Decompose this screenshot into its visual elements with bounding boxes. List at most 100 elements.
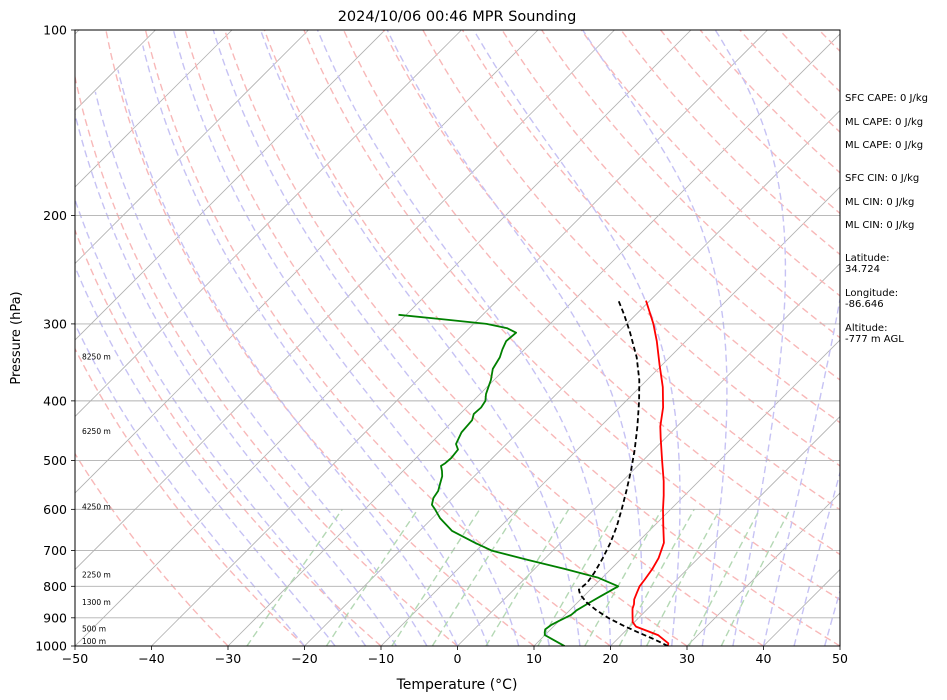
moist-adiabat-line: [172, 30, 520, 646]
dry-adiabat-line: [501, 30, 840, 381]
mixing-ratio-line: [688, 508, 761, 646]
dry-adiabat-line: [105, 30, 535, 646]
dry-adiabat-line: [75, 228, 382, 646]
moist-adiabat-line: [75, 112, 397, 646]
dry-adiabat-line: [75, 452, 229, 646]
dry-adiabat-line: [342, 30, 840, 556]
latitude-text: Latitude: 34.724: [845, 253, 890, 275]
isotherm-line: [75, 30, 386, 341]
moist-adiabat-line: [94, 91, 428, 646]
dry-adiabat-line: [461, 30, 840, 424]
moist-adiabat-line: [824, 588, 840, 646]
x-tick-label: 40: [756, 651, 772, 666]
dewpoint-line: [398, 313, 620, 646]
dry-adiabat-line: [75, 347, 305, 646]
x-tick-label: 10: [526, 651, 542, 666]
moist-adiabat-line: [386, 30, 643, 646]
dry-adiabat-line: [224, 30, 764, 646]
y-tick-label: 600: [43, 502, 67, 517]
moist-adiabat-line: [762, 295, 840, 646]
sfc-cin-text: SFC CIN: 0 J/kg: [845, 173, 920, 184]
dry-adiabat-line: [422, 30, 840, 467]
isotherm-line: [533, 339, 840, 646]
isotherm-line: [304, 109, 840, 646]
dry-adiabat-line: [144, 30, 611, 646]
height-label: 8250 m: [82, 352, 111, 361]
dry-adiabat-line: [75, 73, 458, 646]
dry-adiabat-line: [382, 30, 840, 511]
x-tick-label: −10: [368, 651, 394, 666]
height-labels: 100 m 500 m 1300 m 2250 m 4250 m 6250 m 8250 m: [82, 352, 111, 646]
x-axis-label: Temperature (°C): [396, 677, 518, 693]
isotherm-line: [0, 30, 3, 646]
y-tick-label: 1000: [35, 639, 67, 654]
height-label: 6250 m: [82, 427, 111, 436]
ml-cin-text: ML CIN: 0 J/kg: [845, 197, 915, 208]
mixing-ratio-line: [391, 508, 481, 646]
isotherm-line: [75, 30, 233, 188]
mixing-ratio-line: [485, 508, 570, 646]
y-tick-label: 900: [43, 610, 67, 625]
x-tick-label: 30: [679, 651, 695, 666]
isotherm-line: [610, 415, 840, 646]
height-label: 4250 m: [82, 503, 111, 512]
isotherm-line: [380, 186, 840, 646]
height-label: 2250 m: [82, 571, 111, 580]
parcel-path-line: [578, 300, 669, 646]
isotherm-line: [75, 30, 692, 646]
y-tick-label: 700: [43, 543, 67, 558]
dry-adiabat-line: [541, 30, 840, 339]
x-tick-label: 20: [603, 651, 619, 666]
y-axis-ticks: 100 200 300 400 500 600 700 800 900 1000: [35, 23, 75, 654]
chart-title: 2024/10/06 00:46 MPR Sounding: [338, 9, 577, 25]
isotherm-line: [75, 30, 615, 571]
moist-adiabat-line: [316, 30, 612, 646]
moist-adiabat-line: [75, 265, 336, 646]
sfc-cape-text: SFC CAPE: 0 J/kg: [845, 93, 928, 104]
x-tick-label: −30: [215, 651, 241, 666]
isotherm-line: [75, 30, 539, 494]
y-axis-label: Pressure (hPa): [9, 291, 24, 384]
y-tick-label: 200: [43, 208, 67, 223]
moist-adiabat-line: [582, 30, 728, 646]
isotherm-line: [75, 30, 462, 418]
height-label: 1300 m: [82, 598, 111, 607]
altitude-text: Altitude: -777 m AGL: [845, 323, 904, 345]
y-tick-label: 500: [43, 453, 67, 468]
moist-adiabat-line: [473, 30, 681, 646]
x-axis-ticks: −50 −40 −30 −20 −10 0 10 20 30 40 50: [62, 646, 848, 666]
dry-adiabat-line: [580, 30, 840, 297]
moist-adiabat-line: [212, 30, 550, 646]
temperature-line: [631, 300, 670, 646]
moist-adiabat-line: [793, 470, 840, 646]
isotherm-line: [75, 30, 309, 265]
moist-adiabat-line: [259, 30, 581, 646]
pressure-gridlines: [75, 214, 840, 619]
ml-cape-text-2: ML CAPE: 0 J/kg: [845, 140, 924, 151]
y-tick-label: 800: [43, 579, 67, 594]
mixing-ratio-line: [431, 508, 519, 646]
x-tick-label: 50: [832, 651, 848, 666]
moist-adiabat-line: [75, 197, 367, 646]
background-lines: [0, 30, 840, 646]
mixing-ratio-line: [246, 508, 343, 646]
profile-lines: [398, 300, 670, 646]
isotherm-line: [686, 492, 840, 646]
longitude-text: Longitude: -86.646: [845, 288, 899, 310]
dry-adiabat-line: [184, 30, 688, 646]
y-tick-label: 100: [43, 23, 67, 38]
moist-adiabat-line: [117, 69, 459, 646]
moist-adiabat-line: [142, 45, 489, 646]
dry-adiabat-line: [263, 30, 840, 646]
height-label: 100 m: [82, 637, 106, 646]
y-tick-label: 300: [43, 316, 67, 331]
y-tick-label: 400: [43, 393, 67, 408]
isotherm-line: [151, 30, 768, 646]
ml-cin-text-2: ML CIN: 0 J/kg: [845, 220, 915, 231]
moist-adiabat-line: [75, 322, 306, 646]
isotherm-line: [227, 33, 840, 646]
moist-adiabat-line: [714, 30, 787, 646]
ml-cape-text: ML CAPE: 0 J/kg: [845, 117, 924, 128]
